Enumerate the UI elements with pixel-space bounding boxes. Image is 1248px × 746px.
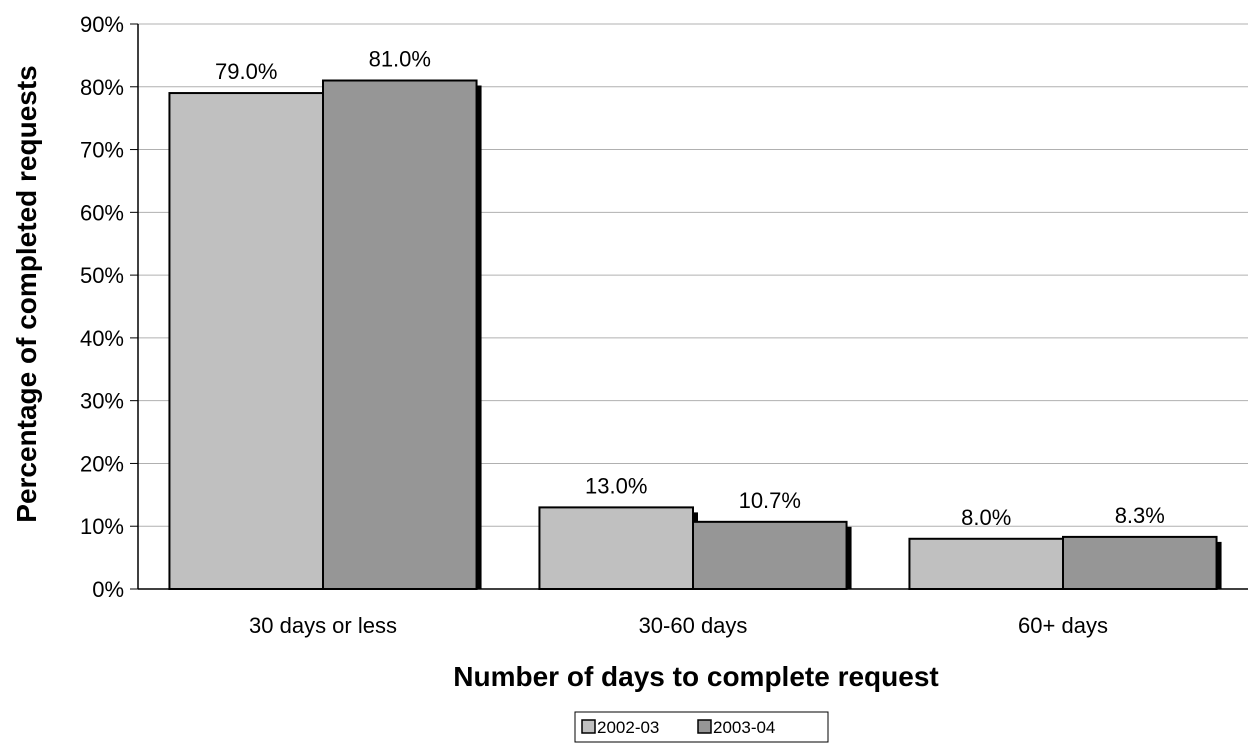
data-label: 10.7% <box>739 488 801 513</box>
data-label: 81.0% <box>369 47 431 72</box>
y-tick-label: 60% <box>80 200 124 225</box>
bar <box>692 520 848 590</box>
legend: 2002-03 2003-04 <box>574 711 829 743</box>
y-tick-label: 40% <box>80 326 124 351</box>
y-tick-label: 90% <box>80 12 124 37</box>
legend-label-2003-04: 2003-04 <box>713 718 775 737</box>
legend-swatch-2002-03 <box>581 719 596 734</box>
bars <box>168 79 1222 591</box>
bar <box>168 92 324 591</box>
legend-label-2002-03: 2002-03 <box>597 718 659 737</box>
y-tick-label: 10% <box>80 514 124 539</box>
y-tick-label: 80% <box>80 75 124 100</box>
x-axis-title: Number of days to complete request <box>453 661 938 692</box>
x-tick-label: 30-60 days <box>639 613 748 638</box>
bar <box>1062 535 1218 591</box>
legend-swatch-2003-04 <box>697 719 712 734</box>
data-label: 8.0% <box>961 505 1011 530</box>
data-label: 13.0% <box>585 473 647 498</box>
y-tick-label: 30% <box>80 389 124 414</box>
y-tick-label: 20% <box>80 451 124 476</box>
bar <box>322 79 478 590</box>
data-label: 79.0% <box>215 59 277 84</box>
y-tick-label: 0% <box>92 577 124 602</box>
data-labels: 79.0% 81.0% 13.0% 10.7% 8.0% 8.3% <box>215 47 1165 530</box>
y-axis-title: Percentage of completed requests <box>11 65 42 522</box>
y-tick-label: 70% <box>80 138 124 163</box>
x-tick-label: 30 days or less <box>249 613 397 638</box>
bar <box>908 537 1065 590</box>
data-label: 8.3% <box>1115 503 1165 528</box>
x-tick-label: 60+ days <box>1018 613 1108 638</box>
bar <box>538 506 695 590</box>
y-tick-label: 50% <box>80 263 124 288</box>
